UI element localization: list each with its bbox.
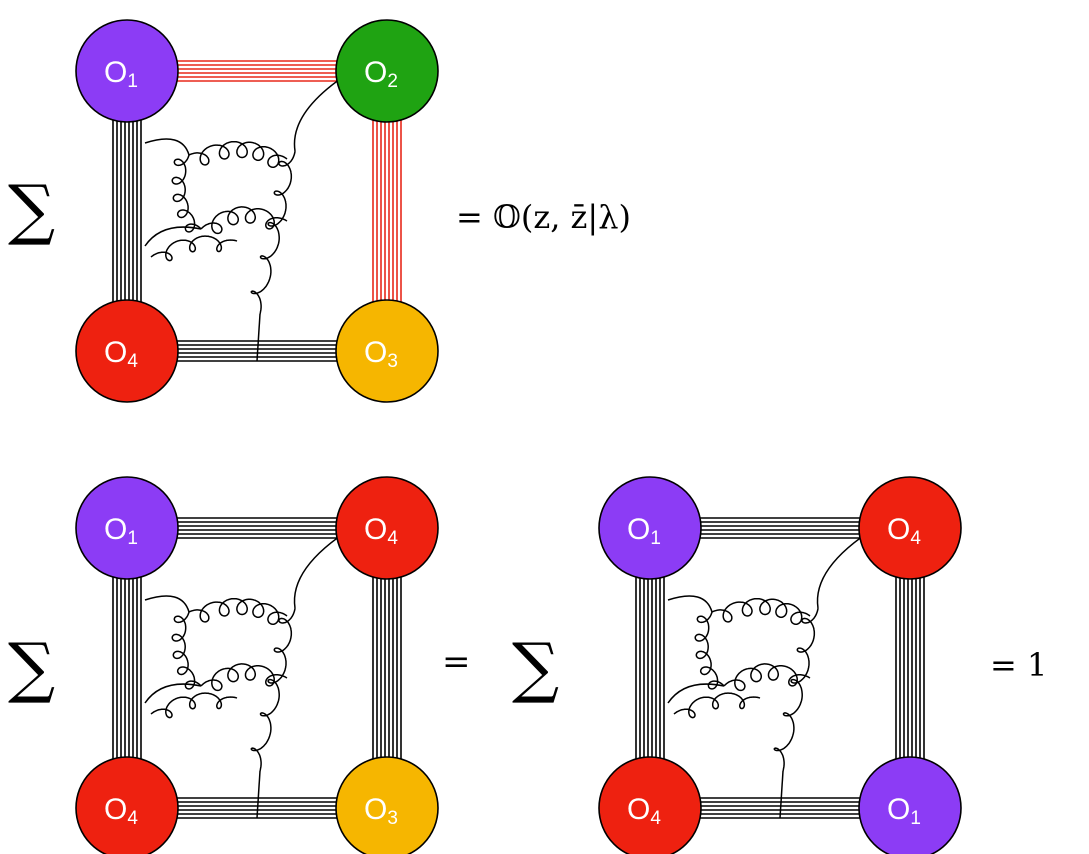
top-node-bottom-right: O3 bbox=[336, 300, 438, 402]
br-node-bottom-right-label-subscript: 1 bbox=[910, 808, 921, 829]
top-node-top-right-label-letter: O bbox=[364, 56, 387, 89]
br-gluon-right bbox=[774, 608, 818, 771]
br-node-top-right-label-letter: O bbox=[887, 513, 910, 546]
top-node-bottom-right-label-subscript: 3 bbox=[387, 351, 398, 372]
sum-symbol-bottom-left: ∑ bbox=[8, 629, 55, 706]
bl-line-d bbox=[257, 771, 260, 818]
bl-node-bottom-left-label-letter: O bbox=[104, 793, 127, 826]
br-node-top-right-label-subscript: 4 bbox=[910, 528, 921, 549]
top-result: = 𝕆(z, z̄|λ) bbox=[456, 198, 631, 236]
top-node-bottom-left-label-letter: O bbox=[104, 336, 127, 369]
bl-gluon-top bbox=[189, 599, 287, 625]
top-node-top-right: O2 bbox=[336, 20, 438, 122]
top-node-top-left: O1 bbox=[76, 20, 178, 122]
top-gluon-lower bbox=[151, 236, 237, 261]
bl-node-bottom-left: O4 bbox=[76, 757, 178, 854]
br-node-top-left-label-letter: O bbox=[627, 513, 650, 546]
bl-gluon-right bbox=[251, 608, 295, 771]
equals-middle: = bbox=[442, 642, 471, 682]
bl-gluon-diag bbox=[172, 612, 201, 689]
top-line-d bbox=[257, 314, 260, 361]
br-node-top-left: O1 bbox=[599, 477, 701, 579]
top-node-bottom-left: O4 bbox=[76, 300, 178, 402]
bl-node-top-left: O1 bbox=[76, 477, 178, 579]
br-gluon-diag bbox=[695, 612, 724, 689]
bl-node-top-right: O4 bbox=[336, 477, 438, 579]
br-line-a bbox=[668, 596, 712, 612]
br-gluon-mid bbox=[724, 664, 810, 691]
br-node-bottom-left-label-letter: O bbox=[627, 793, 650, 826]
sum-symbol-top: ∑ bbox=[8, 171, 55, 248]
top-node-bottom-right-label-letter: O bbox=[364, 336, 387, 369]
br-node-top-right: O4 bbox=[859, 477, 961, 579]
bl-node-top-left-label-letter: O bbox=[104, 513, 127, 546]
top-node-bottom-left-label-subscript: 4 bbox=[127, 351, 138, 372]
top-gluon-mid bbox=[201, 207, 287, 234]
bl-gluon-mid bbox=[201, 664, 287, 691]
bl-node-top-right-label-subscript: 4 bbox=[387, 528, 398, 549]
bl-node-top-left-label-subscript: 1 bbox=[127, 528, 138, 549]
bl-node-bottom-right-label-letter: O bbox=[364, 793, 387, 826]
br-node-bottom-left: O4 bbox=[599, 757, 701, 854]
bl-gluon-lower bbox=[151, 693, 237, 718]
br-line-d bbox=[780, 771, 783, 818]
bl-node-bottom-left-label-subscript: 4 bbox=[127, 808, 138, 829]
bl-node-bottom-right-label-subscript: 3 bbox=[387, 808, 398, 829]
bl-line-a bbox=[145, 596, 189, 612]
sum-symbol-bottom-right: ∑ bbox=[512, 629, 559, 706]
bl-node-bottom-right: O3 bbox=[336, 757, 438, 854]
top-gluon-diag bbox=[172, 155, 201, 232]
top-gluon-top bbox=[189, 142, 287, 168]
br-node-bottom-right: O1 bbox=[859, 757, 961, 854]
bottom-result: = 1 bbox=[990, 646, 1047, 684]
br-node-top-left-label-subscript: 1 bbox=[650, 528, 661, 549]
br-node-bottom-left-label-subscript: 4 bbox=[650, 808, 661, 829]
top-gluon-right bbox=[251, 151, 295, 314]
bl-node-top-right-label-letter: O bbox=[364, 513, 387, 546]
top-node-top-left-label-subscript: 1 bbox=[127, 71, 138, 92]
top-node-top-right-label-subscript: 2 bbox=[387, 71, 398, 92]
top-node-top-left-label-letter: O bbox=[104, 56, 127, 89]
br-gluon-top bbox=[712, 599, 810, 625]
top-line-a bbox=[145, 139, 189, 155]
br-node-bottom-right-label-letter: O bbox=[887, 793, 910, 826]
br-gluon-lower bbox=[674, 693, 760, 718]
